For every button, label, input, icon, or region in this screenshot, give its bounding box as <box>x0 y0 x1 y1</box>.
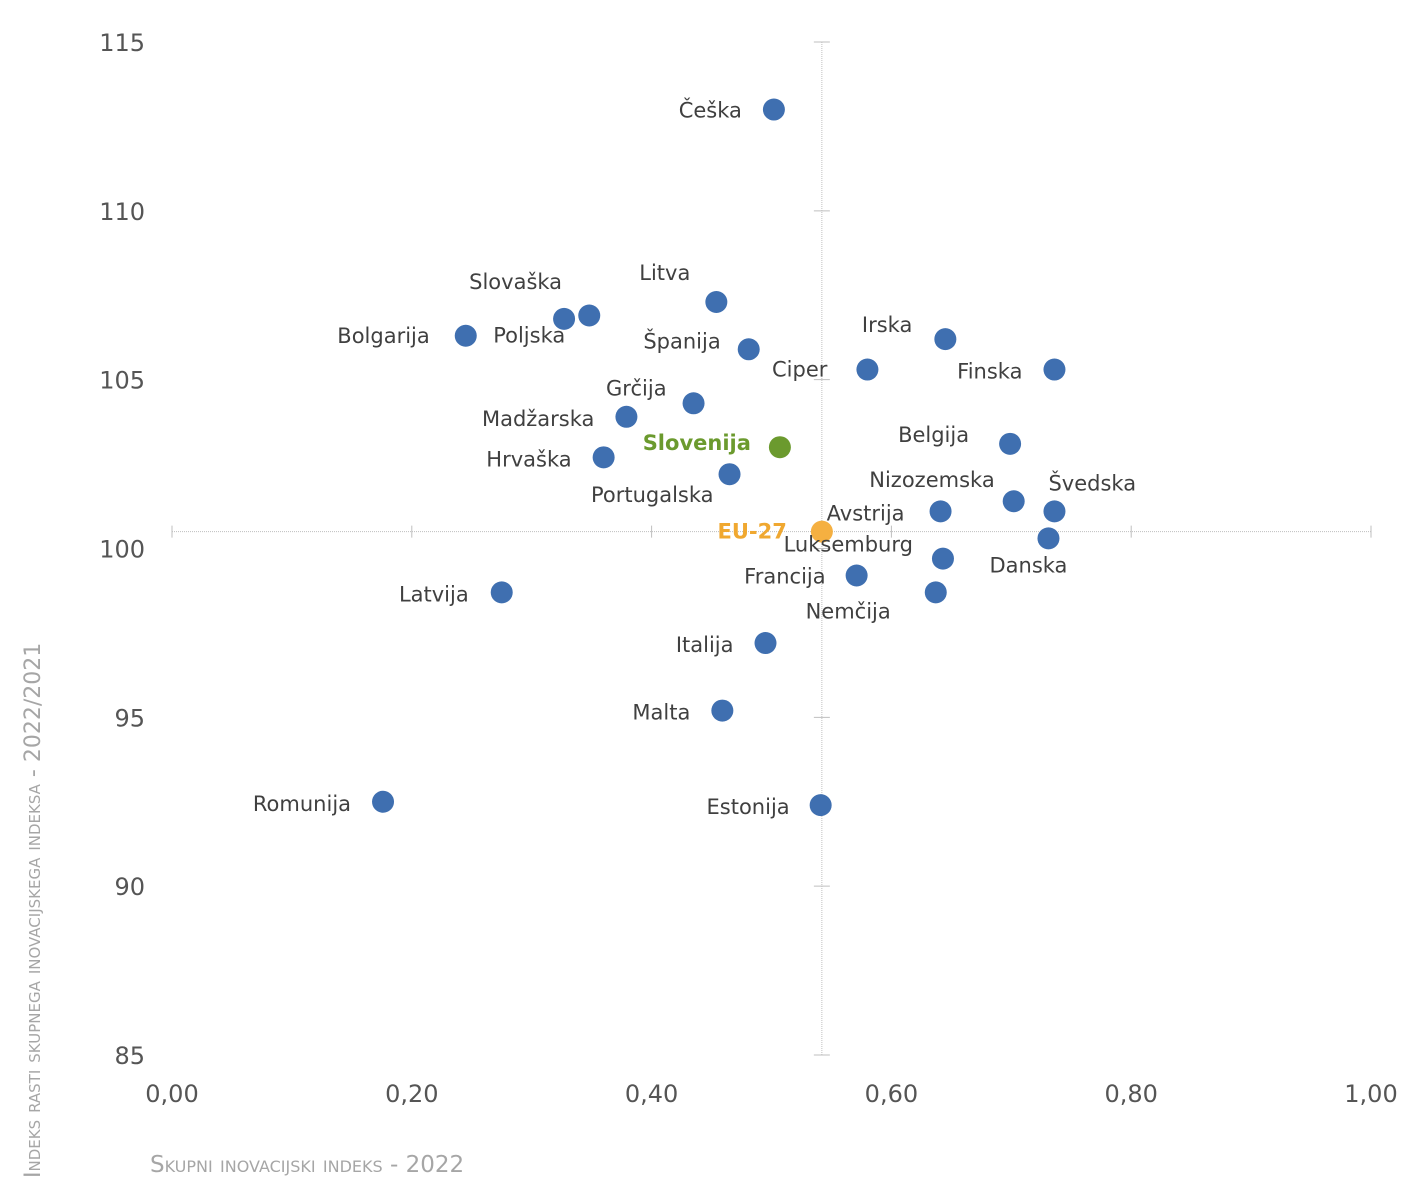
point-slovenija <box>768 436 791 459</box>
label-nizozemska: Nizozemska <box>869 468 994 492</box>
point-poljska <box>578 304 601 327</box>
label-hrvaska: Hrvaška <box>486 447 571 471</box>
x-tick-label: 0,40 <box>625 1080 678 1108</box>
y-tick-label: 110 <box>99 198 145 226</box>
point-spanija <box>737 338 760 361</box>
point-irska <box>934 328 957 351</box>
point-eu-27 <box>810 520 833 543</box>
label-nemcija: Nemčija <box>806 599 891 623</box>
point-grcija <box>682 392 705 415</box>
label-litva: Litva <box>639 261 690 285</box>
label-svedska: Švedska <box>1048 470 1136 495</box>
x-axis-title: Skupni inovacijski indeks - 2022 <box>150 1152 464 1178</box>
crosshair-lines <box>171 41 1372 1056</box>
label-slovenija: Slovenija <box>643 431 751 455</box>
label-bolgarija: Bolgarija <box>337 324 429 348</box>
point-nemcija <box>924 581 947 604</box>
y-tick-label: 100 <box>99 536 145 564</box>
label-italija: Italija <box>676 633 734 657</box>
data-points <box>372 98 1066 817</box>
label-ciper: Ciper <box>772 358 828 382</box>
point-belgija <box>999 432 1022 455</box>
y-tick-label: 90 <box>114 873 145 901</box>
point-labels: Češka Litva Slovaška Poljska Bolgarija Španij… <box>253 98 1136 820</box>
x-axis-tick-labels: 0,00 0,20 0,40 0,60 0,80 1,00 <box>145 1080 1397 1108</box>
label-belgija: Belgija <box>898 423 969 447</box>
point-latvija <box>490 581 513 604</box>
x-tick-label: 0,80 <box>1104 1080 1157 1108</box>
point-danska <box>1037 527 1060 550</box>
point-nizozemska <box>1002 490 1025 513</box>
point-portugalska <box>718 463 741 486</box>
y-tick-label: 105 <box>99 367 145 395</box>
label-avstrija: Avstrija <box>827 501 905 525</box>
y-axis-title: Indeks rasti skupnega inovacijskega inde… <box>21 643 46 1178</box>
x-tick-label: 0,20 <box>385 1080 438 1108</box>
label-danska: Danska <box>989 553 1067 577</box>
point-avstrija <box>929 500 952 523</box>
y-tick-label: 85 <box>114 1042 145 1070</box>
point-italija <box>754 632 777 655</box>
y-axis-tick-labels: 85 90 95 100 105 110 115 <box>99 29 145 1070</box>
label-luksemburg: Luksemburg <box>784 533 913 557</box>
y-tick-label: 115 <box>99 29 145 57</box>
label-romunija: Romunija <box>253 792 351 816</box>
point-svedska <box>1043 500 1066 523</box>
point-litva <box>705 291 728 314</box>
label-eu-27: EU-27 <box>718 520 787 544</box>
point-finska <box>1043 358 1066 381</box>
point-ceska <box>762 98 785 121</box>
label-madzarska: Madžarska <box>482 407 594 431</box>
label-finska: Finska <box>957 360 1022 384</box>
label-malta: Malta <box>632 701 690 725</box>
point-malta <box>711 699 734 722</box>
point-estonija <box>809 794 832 817</box>
point-bolgarija <box>454 324 477 347</box>
point-slovaska <box>553 307 576 330</box>
label-grcija: Grčija <box>606 376 667 400</box>
point-hrvaska <box>592 446 615 469</box>
label-portugalska: Portugalska <box>591 483 714 507</box>
x-tick-label: 1,00 <box>1344 1080 1397 1108</box>
label-francija: Francija <box>744 565 825 589</box>
y-tick-label: 95 <box>114 704 145 732</box>
x-tick-label: 0,00 <box>145 1080 198 1108</box>
point-francija <box>845 564 868 587</box>
point-ciper <box>856 358 879 381</box>
label-slovaska: Slovaška <box>469 270 562 294</box>
label-irska: Irska <box>862 313 912 337</box>
point-romunija <box>372 790 395 813</box>
label-spanija: Španija <box>643 328 720 353</box>
label-estonija: Estonija <box>707 795 790 819</box>
point-luksemburg <box>931 547 954 570</box>
label-latvija: Latvija <box>399 582 469 606</box>
label-ceska: Češka <box>679 98 742 123</box>
x-tick-label: 0,60 <box>865 1080 918 1108</box>
label-poljska: Poljska <box>493 324 565 348</box>
point-madzarska <box>615 405 638 428</box>
